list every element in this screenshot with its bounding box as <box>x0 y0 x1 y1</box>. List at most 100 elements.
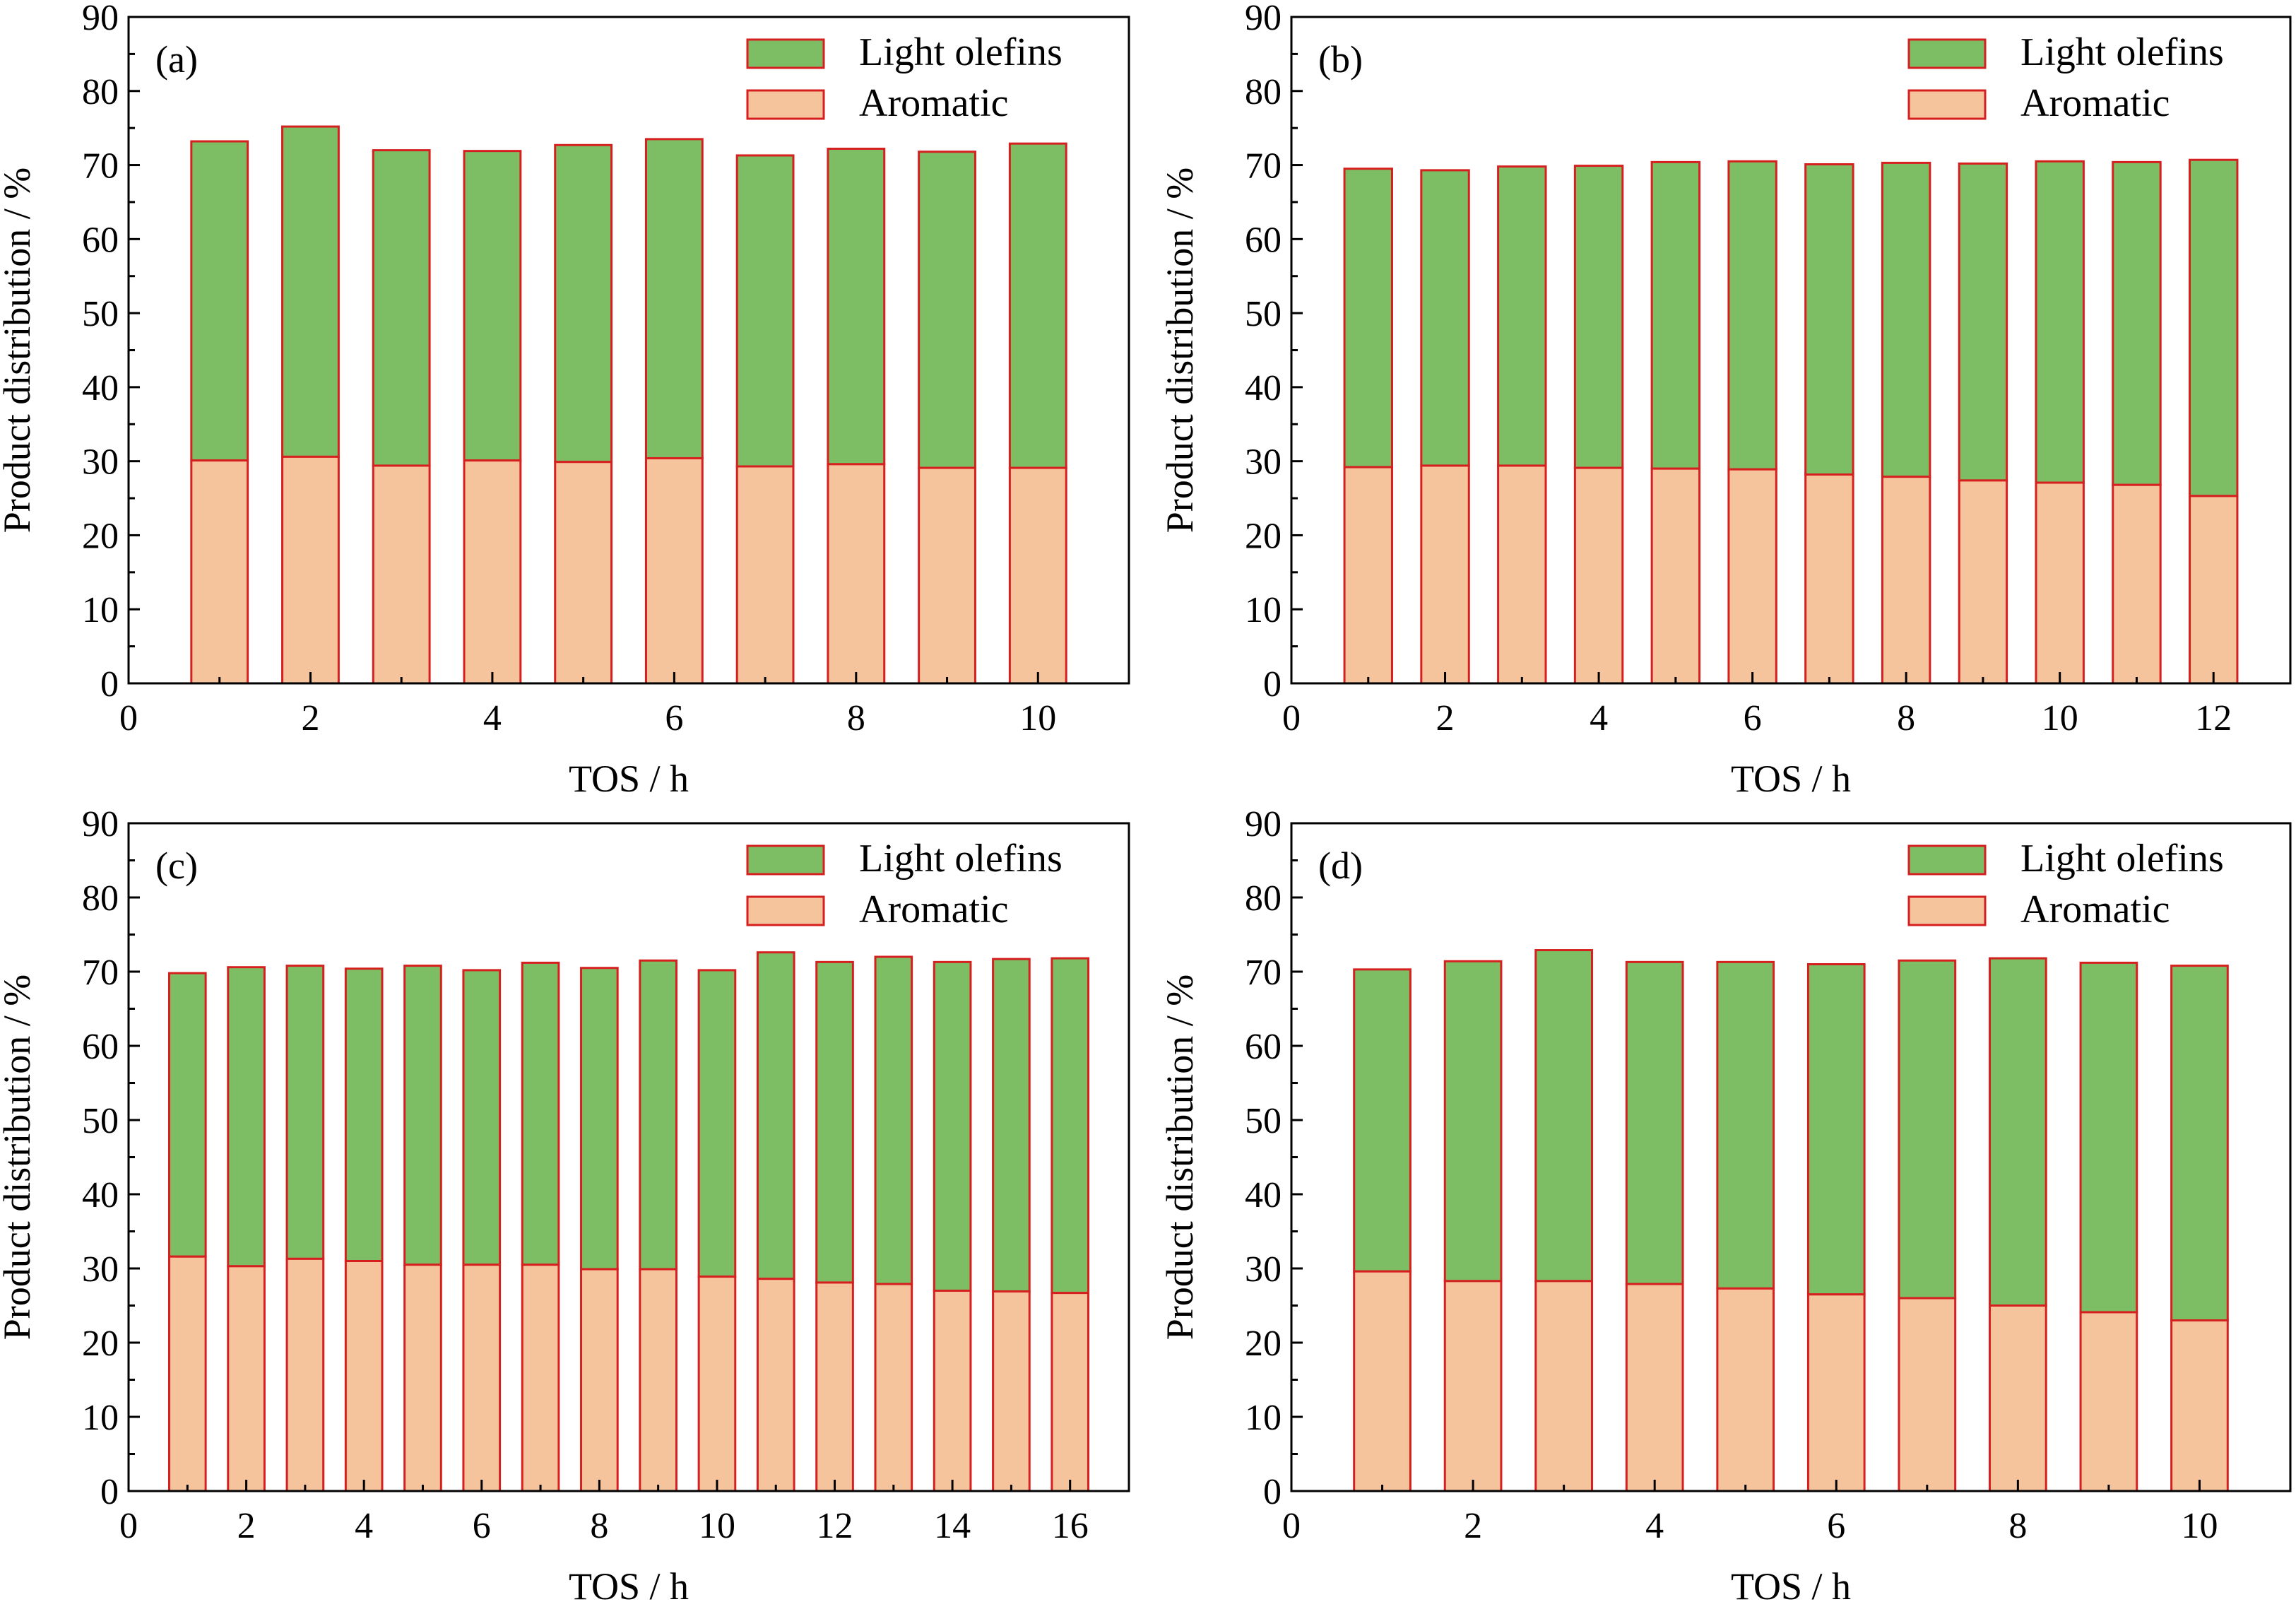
bar-aromatic <box>1804 473 1854 685</box>
y-tick-label: 30 <box>1245 442 1282 483</box>
bar-aromatic <box>1650 467 1701 685</box>
bar-light-olefins <box>1625 960 1684 1285</box>
y-tick-label: 10 <box>82 1398 119 1438</box>
x-tick-label: 0 <box>119 698 138 738</box>
y-axis-label: Product distribution / % <box>0 167 38 533</box>
y-tick-label: 50 <box>1245 294 1282 334</box>
x-tick-label: 6 <box>1827 1506 1845 1546</box>
legend-label: Light olefins <box>859 30 1063 74</box>
x-tick-label: 10 <box>699 1506 735 1546</box>
y-tick-label: 50 <box>82 294 119 334</box>
y-tick-label: 40 <box>1245 1175 1282 1215</box>
legend-swatch <box>1907 844 1987 876</box>
y-tick-label: 0 <box>100 1472 119 1512</box>
bar-aromatic <box>1727 468 1777 685</box>
x-tick-label: 4 <box>1590 698 1608 738</box>
bar-aromatic <box>580 1268 619 1492</box>
bar-light-olefins <box>2035 160 2085 484</box>
legend-swatch <box>746 38 825 69</box>
x-tick-label: 2 <box>301 698 319 738</box>
bar-aromatic <box>462 1263 502 1492</box>
y-tick-label: 60 <box>82 1027 119 1067</box>
legend-label: Aromatic <box>859 81 1008 125</box>
y-tick-label: 10 <box>1245 1398 1282 1438</box>
x-tick-label: 8 <box>2008 1506 2027 1546</box>
bar-light-olefins <box>644 138 704 459</box>
x-axis-label: TOS / h <box>569 1565 689 1608</box>
bar-light-olefins <box>1989 957 2047 1307</box>
bar-light-olefins <box>1804 163 1854 476</box>
bar-aromatic <box>1420 464 1470 685</box>
bar-aromatic <box>644 456 704 685</box>
legend-label: Light olefins <box>859 837 1063 880</box>
legend-swatch <box>746 844 825 876</box>
bar-aromatic <box>697 1276 737 1492</box>
y-tick-label: 20 <box>82 1324 119 1364</box>
bar-light-olefins <box>1650 160 1701 470</box>
chart-panel-c: 0 10 20 30 40 50 60 70 80 90 0 2 4 6 8 10 12 14 16 TOS / h P… <box>0 804 1130 1608</box>
bar-light-olefins <box>463 150 522 462</box>
bar-light-olefins <box>735 154 795 468</box>
bar-aromatic <box>1625 1283 1684 1492</box>
bar-aromatic <box>735 465 795 685</box>
y-tick-label: 90 <box>1245 804 1282 844</box>
legend-swatch <box>1907 895 1987 926</box>
bar-light-olefins <box>1420 169 1470 467</box>
y-tick-label: 30 <box>1245 1249 1282 1290</box>
bar-light-olefins <box>2189 158 2239 497</box>
x-tick-label: 14 <box>934 1506 971 1546</box>
x-axis-label: TOS / h <box>1731 1565 1851 1608</box>
legend-label: Aromatic <box>2020 81 2170 125</box>
y-axis-label: Product distribution / % <box>0 974 38 1340</box>
bar-aromatic <box>1806 1293 1866 1492</box>
bar-aromatic <box>2112 483 2162 685</box>
bar-light-olefins <box>285 965 325 1260</box>
x-tick-label: 8 <box>847 698 865 738</box>
bar-light-olefins <box>1353 968 1412 1273</box>
bar-light-olefins <box>190 140 249 462</box>
y-tick-label: 50 <box>82 1101 119 1141</box>
legend-label: Aromatic <box>859 888 1008 931</box>
bar-light-olefins <box>1443 960 1503 1283</box>
bar-aromatic <box>1353 1270 1412 1492</box>
bar-aromatic <box>1898 1297 1957 1492</box>
y-tick-label: 90 <box>82 0 119 38</box>
bar-aromatic <box>285 1257 325 1492</box>
bar-aromatic <box>992 1290 1031 1492</box>
y-tick-label: 40 <box>82 368 119 408</box>
y-tick-label: 10 <box>82 590 119 630</box>
legend-label: Light olefins <box>2020 30 2224 74</box>
y-tick-label: 50 <box>1245 1101 1282 1141</box>
bar-aromatic <box>2035 481 2085 685</box>
bar-aromatic <box>756 1278 795 1492</box>
bar-light-olefins <box>874 955 913 1285</box>
bar-aromatic <box>1497 464 1547 685</box>
y-tick-label: 80 <box>82 878 119 919</box>
x-tick-label: 2 <box>237 1506 256 1546</box>
x-tick-label: 6 <box>665 698 683 738</box>
x-tick-label: 6 <box>473 1506 491 1546</box>
bar-light-olefins <box>521 961 560 1266</box>
panel-label: (c) <box>155 844 198 887</box>
bar-aromatic <box>372 464 431 685</box>
bar-aromatic <box>1443 1280 1503 1492</box>
bar-aromatic <box>190 459 249 685</box>
y-tick-label: 60 <box>1245 220 1282 260</box>
y-tick-label: 70 <box>82 146 119 187</box>
x-tick-label: 8 <box>1897 698 1915 738</box>
bar-aromatic <box>827 463 886 685</box>
y-tick-label: 40 <box>1245 368 1282 408</box>
panel-label: (b) <box>1318 38 1363 81</box>
x-axis-label: TOS / h <box>569 758 689 800</box>
bar-light-olefins <box>462 969 502 1266</box>
chart-panel-b: 0 10 20 30 40 50 60 70 80 90 0 2 4 6 8 10 12 TOS / h Produ… <box>1159 0 2292 800</box>
y-tick-label: 0 <box>1263 664 1282 705</box>
bar-aromatic <box>1958 479 2008 685</box>
bar-aromatic <box>521 1263 560 1492</box>
bar-aromatic <box>1716 1287 1775 1492</box>
bar-light-olefins <box>1343 167 1393 469</box>
bar-light-olefins <box>756 951 795 1280</box>
bar-aromatic <box>2079 1311 2138 1492</box>
bar-light-olefins <box>281 125 340 458</box>
bar-light-olefins <box>2079 961 2138 1314</box>
